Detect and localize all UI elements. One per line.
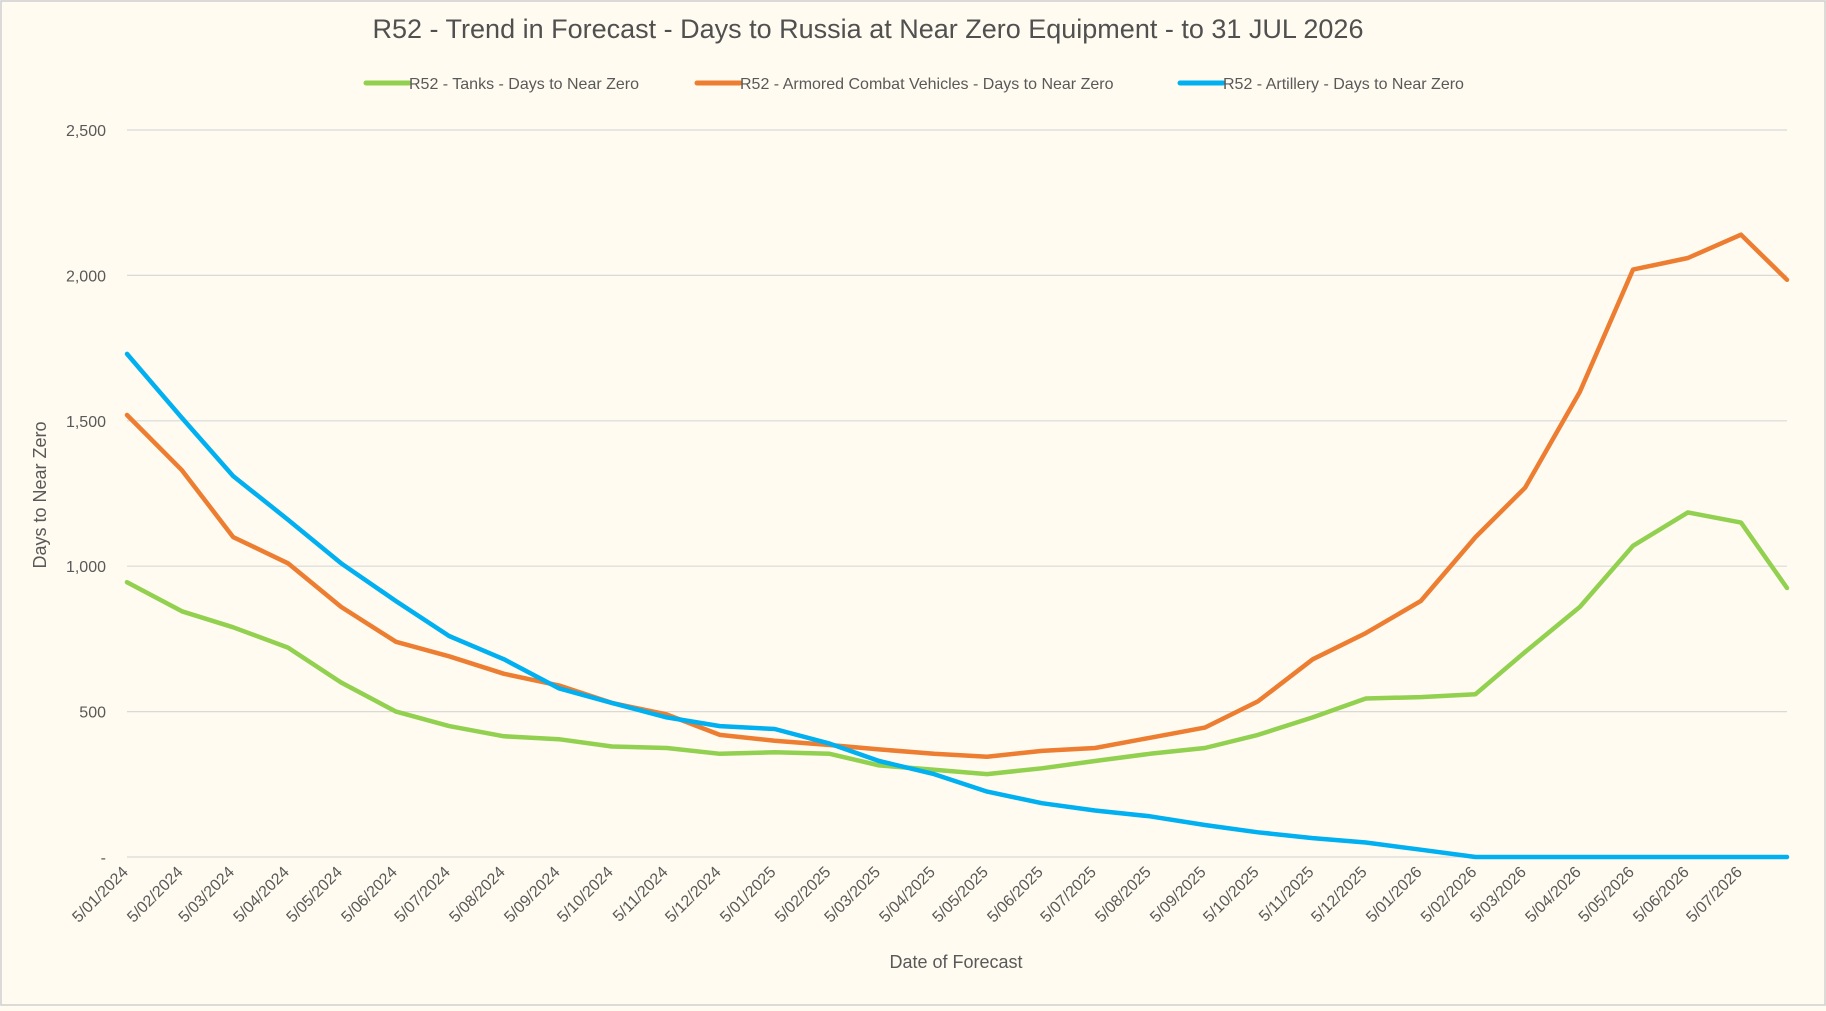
x-tick-label: 5/07/2024 (392, 864, 454, 926)
series-lines (124, 232, 1790, 860)
chart-title: R52 - Trend in Forecast - Days to Russia… (373, 14, 1364, 44)
x-axis-ticks: 5/01/20245/02/20245/03/20245/04/20245/05… (69, 864, 1745, 926)
legend-label: R52 - Armored Combat Vehicles - Days to … (740, 76, 1114, 93)
y-tick-label: 500 (79, 705, 106, 722)
y-tick-label: 2,500 (66, 123, 106, 140)
x-tick-label: 5/04/2025 (876, 864, 938, 926)
y-tick-label: 2,000 (66, 268, 106, 285)
series-line-3 (124, 351, 1790, 860)
legend-label: R52 - Tanks - Days to Near Zero (409, 76, 639, 93)
x-tick-label: 5/10/2024 (554, 864, 616, 926)
x-tick-label: 5/05/2024 (284, 864, 346, 926)
x-tick-label: 5/06/2024 (338, 864, 400, 926)
x-tick-label: 5/11/2024 (610, 864, 672, 926)
x-tick-label: 5/07/2026 (1683, 864, 1745, 926)
x-tick-label: 5/04/2026 (1522, 864, 1584, 926)
x-tick-label: 5/11/2025 (1256, 864, 1318, 926)
y-axis-title: Days to Near Zero (30, 421, 50, 568)
y-tick-label: 1,000 (66, 559, 106, 576)
x-tick-label: 5/05/2026 (1576, 864, 1638, 926)
legend: R52 - Tanks - Days to Near Zero R52 - Arm… (363, 76, 1464, 93)
x-tick-label: 5/04/2024 (231, 864, 293, 926)
x-tick-label: 5/08/2024 (446, 864, 508, 926)
x-axis-title: Date of Forecast (889, 952, 1022, 972)
x-tick-label: 5/12/2024 (662, 864, 724, 926)
x-tick-label: 5/01/2025 (717, 864, 779, 926)
x-tick-label: 5/09/2024 (501, 864, 563, 926)
x-tick-label: 5/05/2025 (930, 864, 992, 926)
x-tick-label: 5/01/2024 (69, 864, 131, 926)
gridlines (127, 129, 1787, 858)
x-tick-label: 5/10/2025 (1200, 864, 1262, 926)
x-tick-label: 5/08/2025 (1092, 864, 1154, 926)
y-axis-ticks: - 500 1,000 1,500 2,000 2,500 (66, 123, 106, 867)
y-tick-label: - (101, 850, 106, 867)
series-line-1 (124, 510, 1790, 777)
series-line-2 (124, 232, 1790, 759)
x-tick-label: 5/01/2026 (1363, 864, 1425, 926)
x-tick-label: 5/06/2026 (1630, 864, 1692, 926)
x-tick-label: 5/07/2025 (1038, 864, 1100, 926)
legend-label: R52 - Artillery - Days to Near Zero (1223, 76, 1464, 93)
x-tick-label: 5/12/2025 (1308, 864, 1370, 926)
y-tick-label: 1,500 (66, 414, 106, 431)
x-tick-label: 5/09/2025 (1147, 864, 1209, 926)
x-tick-label: 5/03/2024 (176, 864, 238, 926)
x-tick-label: 5/06/2025 (984, 864, 1046, 926)
